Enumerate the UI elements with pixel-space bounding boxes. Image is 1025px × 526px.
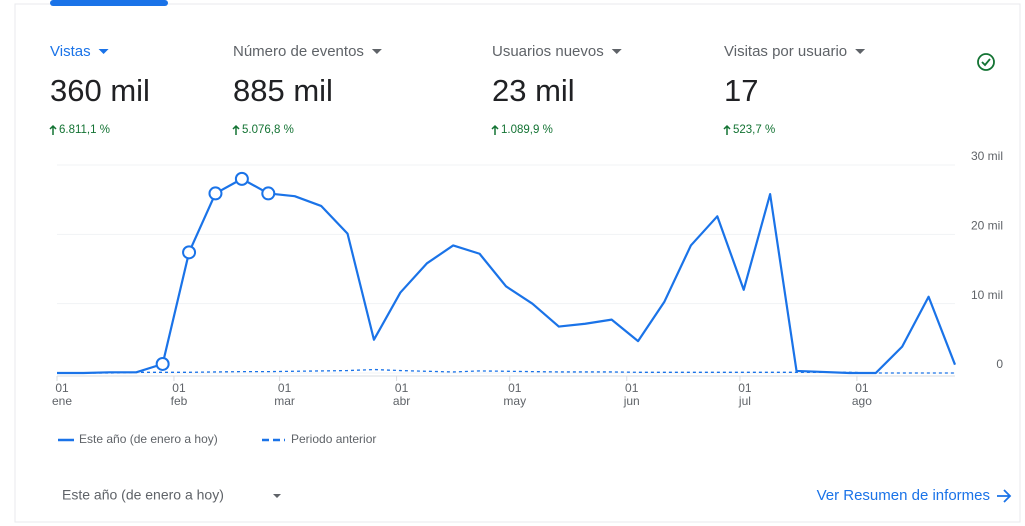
y-tick-label: 30 mil [971,149,1003,163]
x-tick-label: 01 ene [52,381,72,408]
report-link[interactable]: Ver Resumen de informes [817,487,990,504]
tab-indicator [50,0,168,6]
check-icon[interactable] [977,53,995,71]
arrow-icon [997,489,1012,503]
metric-value: 23 mil [492,73,575,108]
check-mark [981,58,991,67]
y-tick-label: 20 mil [971,219,1003,233]
point-marker [208,186,223,201]
metric-value: 885 mil [233,73,333,108]
metric-title[interactable]: Vistas [50,43,91,60]
dropdown-arrow [371,49,382,54]
x-tick-label: 01 mar [274,381,295,408]
metric-title[interactable]: Visitas por usuario [724,43,847,60]
period-selector[interactable]: Este año (de enero a hoy) [62,487,224,503]
metric-change: 6.811,1 % [59,124,110,136]
x-tick-label: 01 jun [623,381,640,408]
dropdown-arrow [98,49,109,54]
legend-label: Este año (de enero a hoy) [79,432,218,446]
x-tick-label: 01 abr [393,381,410,408]
up-arrow [491,124,499,135]
series-line [57,177,957,375]
metric-title[interactable]: Usuarios nuevos [492,43,604,60]
up-arrow [49,124,57,135]
up-arrow [232,124,240,135]
metric-change: 5.076,8 % [242,124,294,136]
x-tick-label: 01 ago [852,381,872,408]
metric-change: 1.089,9 % [501,124,553,136]
legend-label: Periodo anterior [291,432,376,446]
dropdown-arrow [855,49,866,54]
metric-title[interactable]: Número de eventos [233,43,364,60]
dropdown-arrow [273,494,281,498]
metric-change: 523,7 % [733,124,775,136]
y-tick-label: 10 mil [971,288,1003,302]
dropdown-arrow [611,49,622,54]
up-arrow [723,124,731,135]
x-tick-label: 01 jul [738,381,752,408]
card-frame [14,3,1021,523]
point-marker [234,171,249,186]
metric-value: 17 [724,73,758,108]
metric-value: 360 mil [50,73,150,108]
point-marker [182,245,197,260]
x-tick-label: 01 may [503,381,526,408]
point-marker [155,356,170,371]
y-tick-label: 0 [996,357,1003,371]
point-marker [261,186,276,201]
x-tick-label: 01 feb [171,381,188,408]
